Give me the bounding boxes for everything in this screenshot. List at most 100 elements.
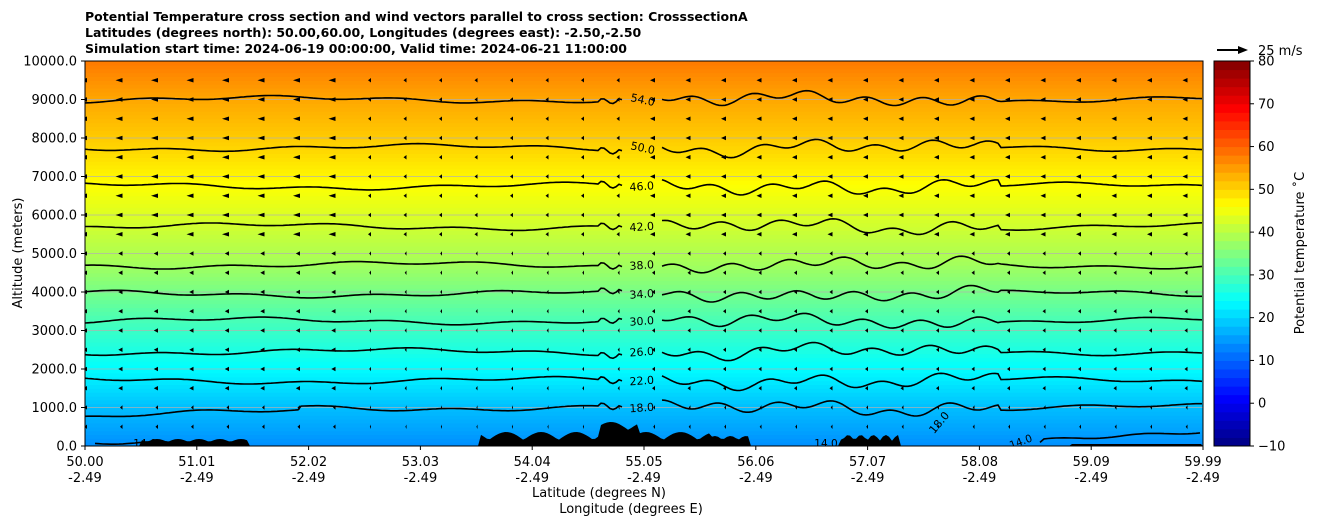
- wind-vector: [898, 212, 904, 218]
- wind-vector: [189, 270, 194, 275]
- wind-vector: [404, 289, 407, 295]
- wind-vector: [545, 116, 549, 121]
- field-band: [85, 164, 1203, 170]
- wind-vector: [900, 386, 904, 391]
- wind-vector: [153, 309, 158, 314]
- wind-vector: [511, 424, 513, 429]
- wind-vector: [189, 328, 194, 333]
- wind-vector: [440, 251, 442, 256]
- contour-line: [661, 255, 1203, 274]
- wind-vector: [118, 251, 123, 256]
- wind-vector: [404, 270, 407, 275]
- wind-vector: [900, 347, 904, 352]
- wind-vector: [934, 97, 939, 102]
- wind-vector: [721, 155, 726, 160]
- wind-vector: [969, 116, 975, 121]
- wind-vector: [474, 78, 478, 83]
- contour-line: [85, 142, 623, 155]
- wind-vector: [688, 405, 691, 410]
- colorbar-segment: [1214, 394, 1250, 404]
- field-band: [85, 307, 1203, 312]
- wind-vector: [650, 78, 655, 83]
- wind-vector: [1079, 405, 1081, 410]
- wind-vector: [582, 424, 584, 429]
- colorbar-segment: [1214, 240, 1250, 250]
- wind-vector: [827, 155, 833, 160]
- wind-vector: [475, 289, 478, 295]
- wind-vector: [794, 366, 797, 372]
- contour-line: [661, 399, 1202, 417]
- wind-vector: [792, 155, 797, 160]
- colorbar-segment: [1214, 197, 1250, 207]
- wind-vector: [439, 78, 442, 83]
- wind-vector: [792, 78, 797, 83]
- field-band: [85, 87, 1203, 93]
- wind-vector: [545, 193, 549, 198]
- field-band: [85, 403, 1203, 409]
- wind-vector: [1111, 174, 1117, 179]
- wind-vector: [118, 386, 123, 391]
- wind-vector: [475, 251, 478, 256]
- wind-vector: [475, 328, 478, 333]
- wind-vector: [476, 405, 478, 410]
- wind-vector: [119, 424, 123, 429]
- wind-vector: [685, 155, 691, 160]
- contour-label: 26.0: [629, 345, 654, 360]
- field-band: [85, 80, 1203, 85]
- wind-vector: [226, 424, 229, 429]
- field-band: [85, 345, 1203, 351]
- wind-vector: [1005, 155, 1010, 160]
- wind-vector: [439, 193, 442, 198]
- wind-vector: [368, 212, 371, 218]
- wind-vector: [1147, 193, 1152, 198]
- wind-vector: [1182, 155, 1188, 160]
- x-tick-label-lon: -2.49: [180, 471, 214, 486]
- wind-vector: [331, 328, 336, 333]
- y-axis: 0.0 1000.0 2000.0 3000.0 4000.0 5000.0 6000.0 7…: [23, 55, 85, 455]
- x-tick-label-lat: 55.05: [625, 455, 662, 470]
- wind-vector: [403, 174, 407, 179]
- wind-vector: [368, 78, 371, 83]
- wind-vector: [936, 270, 939, 275]
- wind-vector: [898, 97, 904, 102]
- wind-vector: [222, 212, 229, 218]
- wind-vector: [1147, 97, 1152, 102]
- wind-vector: [758, 386, 762, 391]
- wind-vector: [545, 135, 549, 141]
- wind-vector: [1005, 212, 1010, 218]
- wind-vector: [721, 135, 726, 141]
- wind-vector: [440, 386, 442, 391]
- wind-vector: [369, 366, 371, 372]
- wind-vector: [829, 366, 833, 372]
- wind-vector: [830, 424, 833, 429]
- wind-vector: [1043, 405, 1046, 410]
- field-band: [85, 122, 1203, 128]
- field-band: [85, 168, 1203, 174]
- wind-vector: [1111, 78, 1117, 83]
- wind-vector: [723, 386, 726, 391]
- wind-vector: [474, 174, 478, 179]
- wind-vector: [115, 116, 123, 121]
- colorbar-segment: [1214, 266, 1250, 276]
- field-band: [85, 261, 1203, 266]
- wind-vector: [439, 155, 442, 160]
- colorbar-segment: [1214, 369, 1250, 379]
- wind-vector: [685, 116, 691, 121]
- colorbar-segment: [1214, 274, 1250, 284]
- wind-vector: [934, 232, 939, 237]
- wind-vector: [440, 347, 442, 352]
- y-tick-label: 6000.0: [32, 209, 78, 224]
- contour-line: [661, 284, 1202, 303]
- wind-vector: [293, 135, 300, 141]
- wind-vector: [1113, 328, 1117, 333]
- wind-vector: [582, 289, 584, 295]
- wind-vector: [898, 78, 904, 83]
- wind-vector: [545, 97, 549, 102]
- title-line-3: Simulation start time: 2024-06-19 00:00:…: [85, 41, 627, 56]
- wind-vector: [224, 386, 229, 391]
- colorbar-segment: [1214, 163, 1250, 173]
- wind-vector: [295, 366, 300, 372]
- wind-vector: [546, 328, 549, 333]
- field-band: [85, 84, 1203, 89]
- field-band: [85, 395, 1203, 401]
